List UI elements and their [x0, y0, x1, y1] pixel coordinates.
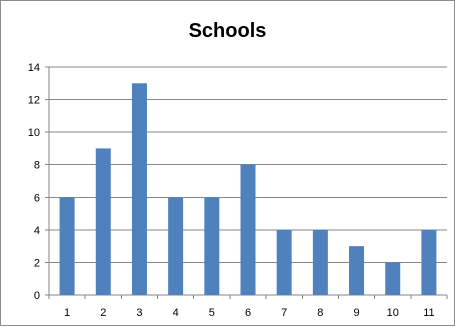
y-tick-label: 6 [34, 192, 40, 204]
x-tick-label: 5 [209, 307, 215, 319]
bar-9 [349, 246, 365, 295]
bar-4 [168, 197, 184, 295]
y-tick-label: 14 [28, 62, 40, 74]
x-tick-label: 11 [423, 307, 434, 319]
x-tick-label: 1 [64, 307, 70, 319]
bar-1 [59, 197, 75, 295]
bar-2 [95, 148, 111, 295]
x-tick-label: 3 [136, 307, 142, 319]
y-tick-label: 12 [28, 95, 40, 107]
x-tick-label: 7 [281, 307, 287, 319]
bar-5 [204, 197, 220, 295]
x-tick-label: 10 [387, 307, 399, 319]
x-tick-label: 6 [245, 307, 251, 319]
bar-10 [385, 262, 401, 295]
y-tick-label: 10 [28, 127, 40, 139]
chart-title: Schools [188, 20, 267, 42]
x-tick-label: 9 [353, 307, 359, 319]
x-tick-label: 4 [173, 307, 179, 319]
x-tick-label: 8 [317, 307, 323, 319]
bar-11 [421, 229, 437, 295]
bar-3 [131, 83, 147, 296]
bar-7 [276, 229, 292, 295]
bar-6 [240, 164, 256, 295]
y-tick-label: 8 [34, 160, 40, 172]
y-tick-label: 4 [34, 225, 40, 237]
x-tick-label: 2 [100, 307, 106, 319]
y-tick-label: 2 [34, 257, 40, 269]
y-tick-label: 0 [34, 290, 40, 302]
bar-8 [312, 229, 328, 295]
